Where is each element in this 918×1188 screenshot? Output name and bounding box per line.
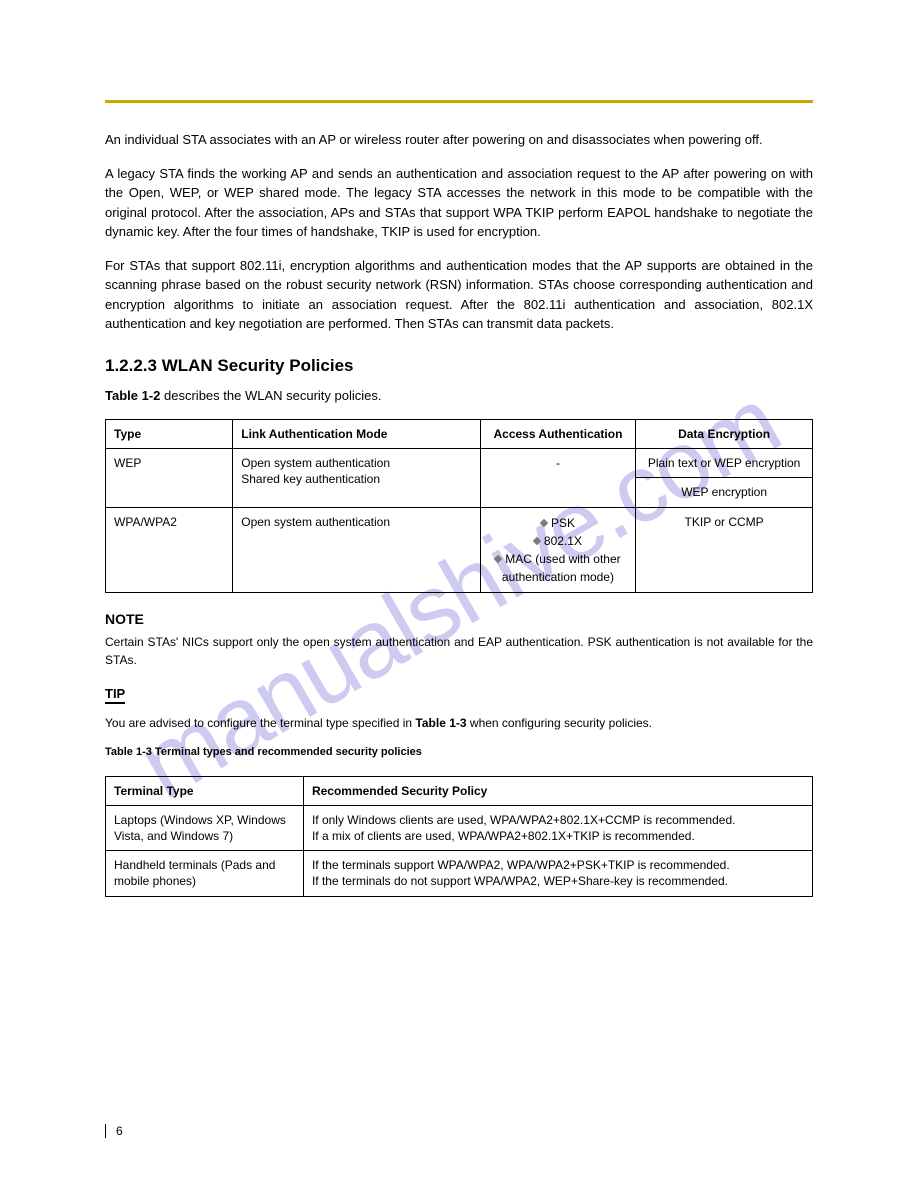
table-row: Laptops (Windows XP, Windows Vista, and … bbox=[106, 805, 813, 850]
cell-encrypt: WEP encryption bbox=[636, 478, 813, 507]
cell-encrypt: TKIP or CCMP bbox=[636, 507, 813, 592]
table-row: Terminal Type Recommended Security Polic… bbox=[106, 776, 813, 805]
bullet-text: MAC (used with other authentication mode… bbox=[502, 552, 621, 584]
tip-text: You are advised to configure the termina… bbox=[105, 714, 813, 732]
paragraph-1: An individual STA associates with an AP … bbox=[105, 130, 813, 150]
cell-policy: If the terminals support WPA/WPA2, WPA/W… bbox=[303, 851, 812, 896]
col-header-terminal: Terminal Type bbox=[106, 776, 304, 805]
diamond-icon bbox=[494, 554, 502, 562]
list-item: 802.1X bbox=[489, 532, 628, 550]
col-header-encrypt: Data Encryption bbox=[636, 420, 813, 449]
page-content: An individual STA associates with an AP … bbox=[105, 0, 813, 897]
table-row: Handheld terminals (Pads and mobile phon… bbox=[106, 851, 813, 896]
note-heading: NOTE bbox=[105, 611, 813, 627]
cell-type: WPA/WPA2 bbox=[106, 507, 233, 592]
cell-terminal: Handheld terminals (Pads and mobile phon… bbox=[106, 851, 304, 896]
col-header-type: Type bbox=[106, 420, 233, 449]
table-row: WPA/WPA2 Open system authentication PSK … bbox=[106, 507, 813, 592]
table1-link: Table 1-2 bbox=[105, 388, 160, 403]
table-row: WEP Open system authentication Shared ke… bbox=[106, 449, 813, 478]
table1-intro: Table 1-2 describes the WLAN security po… bbox=[105, 386, 813, 406]
cell-link: Open system authentication bbox=[233, 507, 480, 592]
list-item: PSK bbox=[489, 514, 628, 532]
tip-label: TIP bbox=[105, 686, 125, 704]
page-number: 6 bbox=[105, 1124, 123, 1138]
table-security-policies: Type Link Authentication Mode Access Aut… bbox=[105, 419, 813, 593]
bullet-text: 802.1X bbox=[544, 534, 582, 548]
cell-link: Open system authentication Shared key au… bbox=[233, 449, 480, 507]
table-terminal-types: Terminal Type Recommended Security Polic… bbox=[105, 776, 813, 897]
tip-link: Table 1-3 bbox=[415, 716, 466, 730]
paragraph-2b: After the association, APs and STAs that… bbox=[105, 205, 813, 240]
table-row: Type Link Authentication Mode Access Aut… bbox=[106, 420, 813, 449]
col-header-policy: Recommended Security Policy bbox=[303, 776, 812, 805]
cell-encrypt: Plain text or WEP encryption bbox=[636, 449, 813, 478]
cell-access: PSK 802.1X MAC (used with other authenti… bbox=[480, 507, 636, 592]
paragraph-3: For STAs that support 802.11i, encryptio… bbox=[105, 256, 813, 334]
diamond-icon bbox=[540, 518, 548, 526]
cell-terminal: Laptops (Windows XP, Windows Vista, and … bbox=[106, 805, 304, 850]
col-header-access: Access Authentication bbox=[480, 420, 636, 449]
bullet-text: PSK bbox=[551, 516, 575, 530]
table1-intro-text: describes the WLAN security policies. bbox=[164, 388, 381, 403]
diamond-icon bbox=[533, 536, 541, 544]
tip-block: TIP bbox=[105, 685, 813, 704]
note-text: Certain STAs' NICs support only the open… bbox=[105, 633, 813, 669]
tip-text-1: You are advised to configure the termina… bbox=[105, 716, 412, 730]
paragraph-2: A legacy STA finds the working AP and se… bbox=[105, 164, 813, 242]
col-header-link: Link Authentication Mode bbox=[233, 420, 480, 449]
cell-access: - bbox=[480, 449, 636, 507]
section-heading: 1.2.2.3 WLAN Security Policies bbox=[105, 356, 813, 376]
list-item: MAC (used with other authentication mode… bbox=[489, 550, 628, 586]
cell-type: WEP bbox=[106, 449, 233, 507]
cell-policy: If only Windows clients are used, WPA/WP… bbox=[303, 805, 812, 850]
tip-text-2: when configuring security policies. bbox=[470, 716, 652, 730]
table2-caption: Table 1-3 Terminal types and recommended… bbox=[105, 746, 813, 758]
